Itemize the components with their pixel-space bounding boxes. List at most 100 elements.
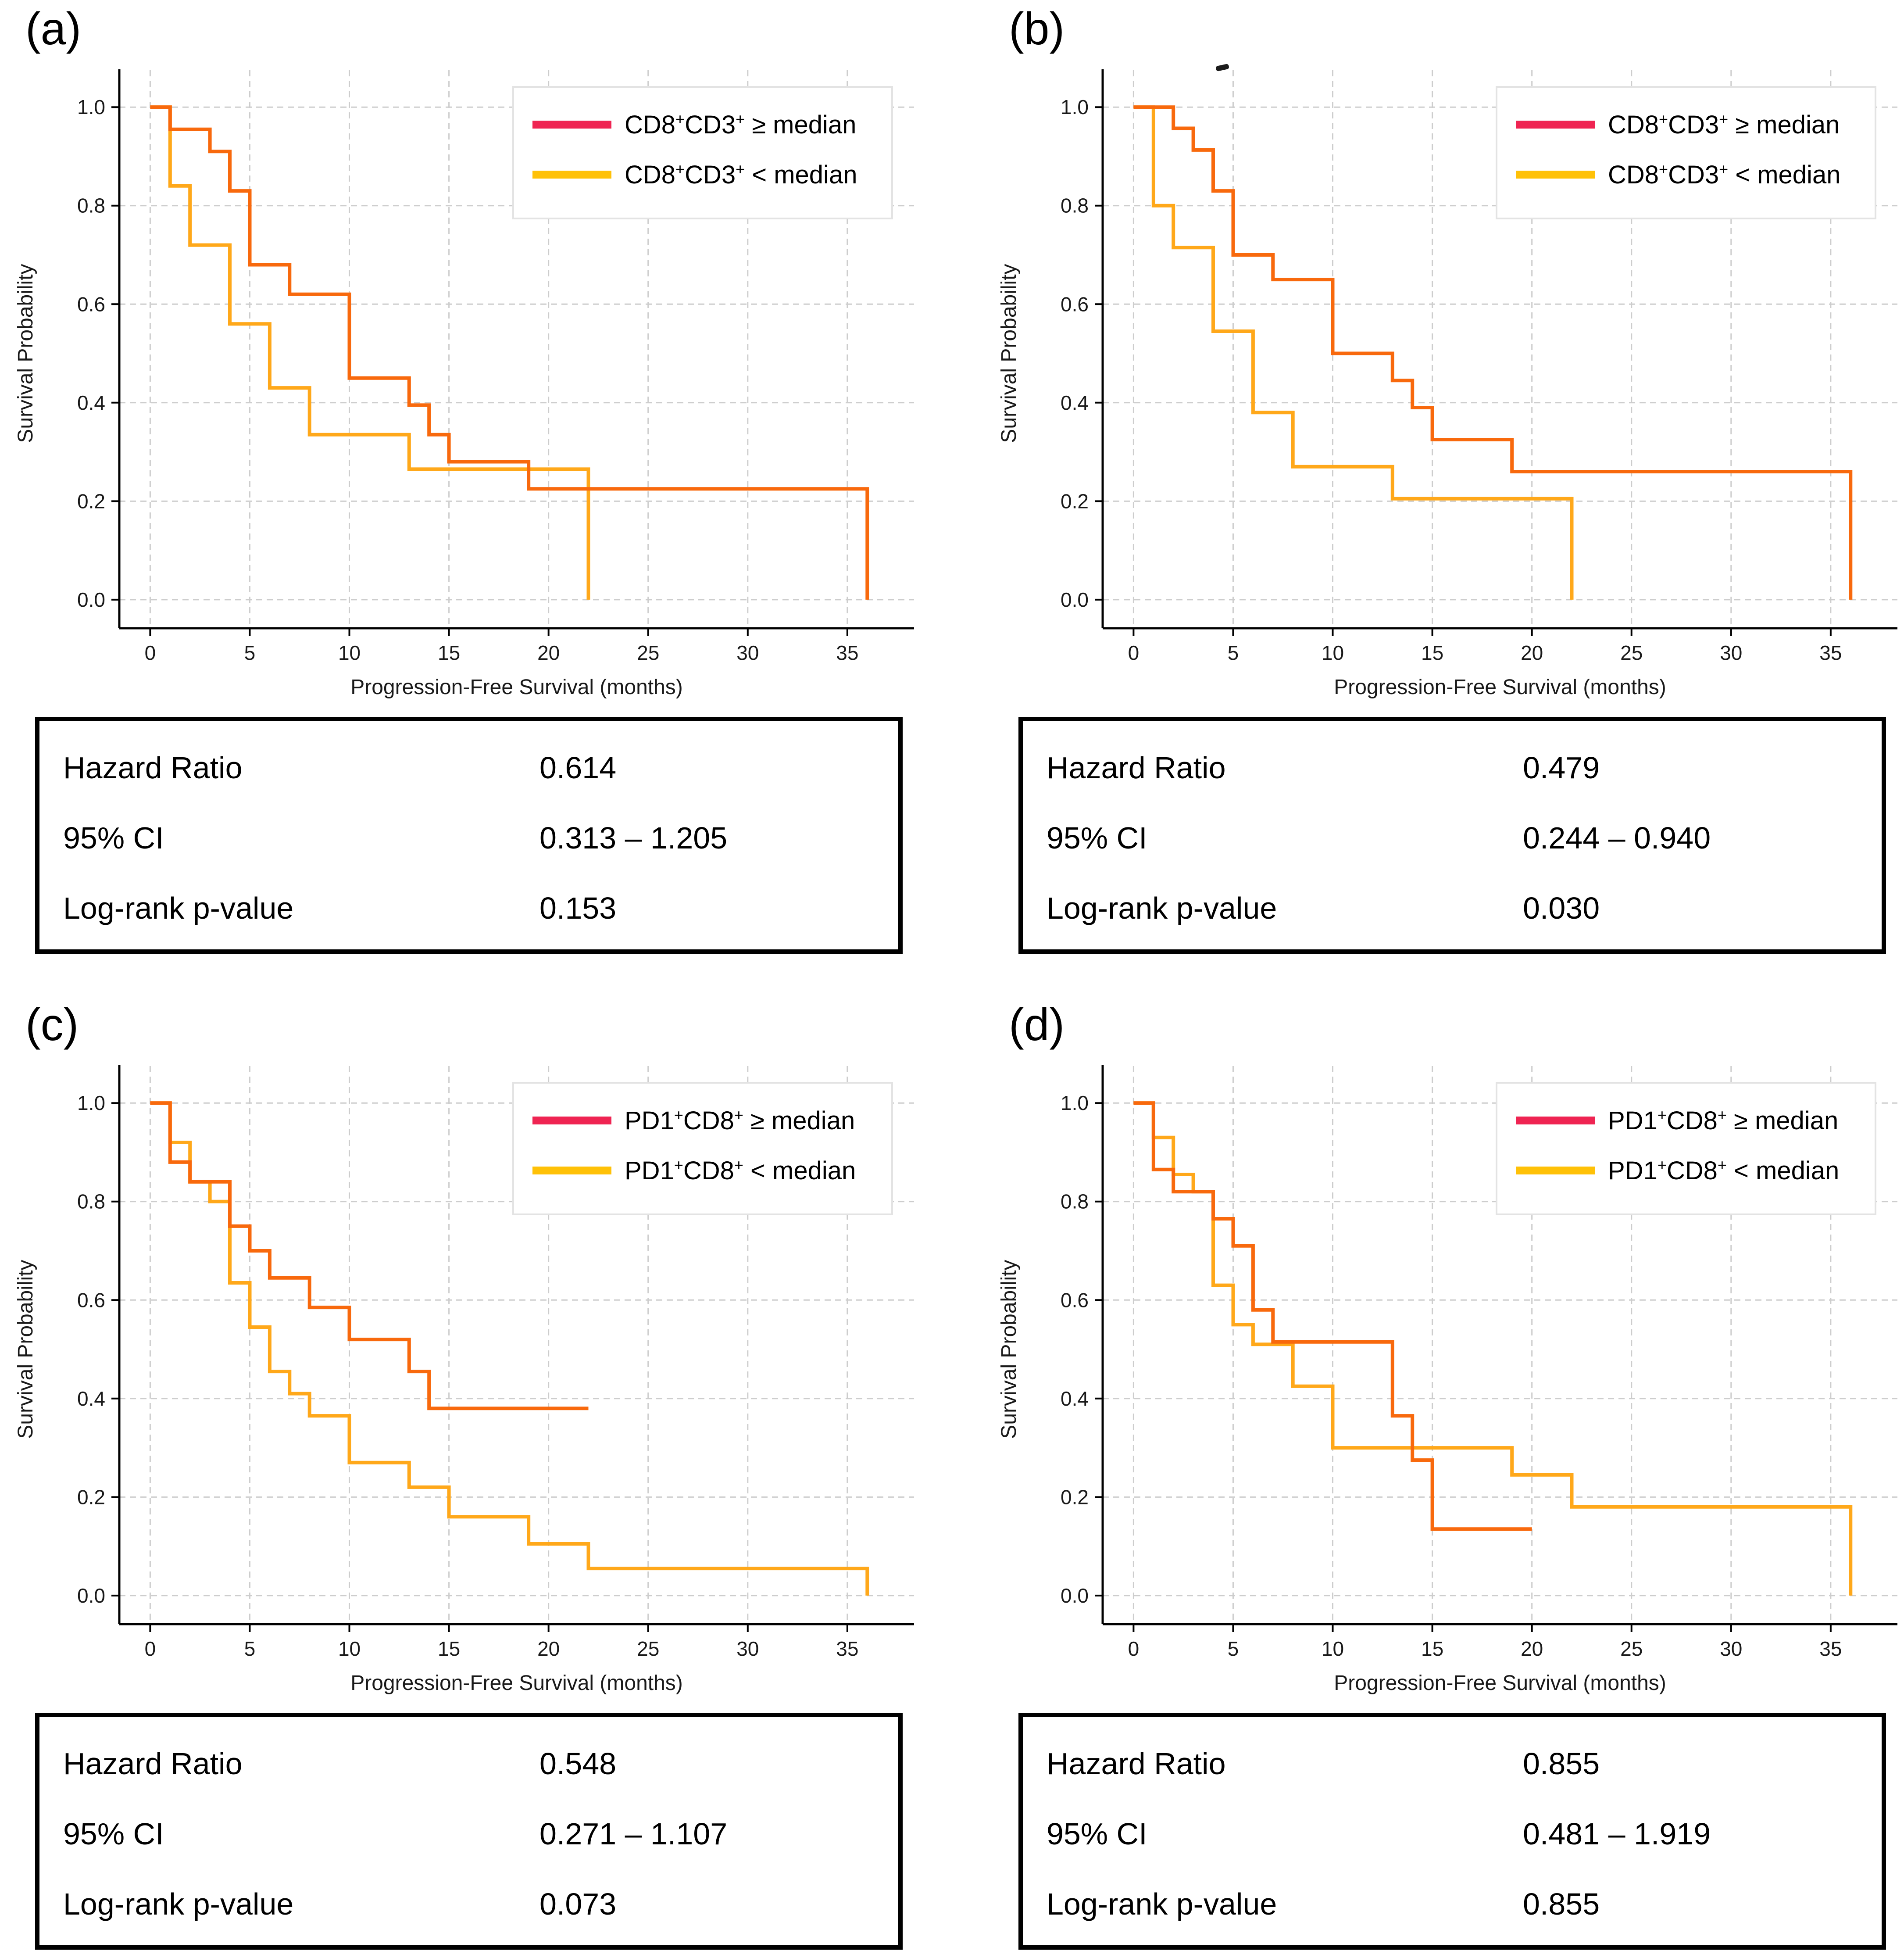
y-tick-label: 0.2 bbox=[1061, 490, 1089, 512]
stat-label: Hazard Ratio bbox=[1047, 1747, 1226, 1781]
x-tick-label: 25 bbox=[1620, 641, 1643, 664]
y-tick-label: 0.4 bbox=[77, 1387, 105, 1410]
stat-value: 0.030 bbox=[1523, 891, 1600, 925]
panel-label-d: (d) bbox=[1009, 999, 1065, 1050]
stat-label: 95% CI bbox=[63, 1817, 164, 1851]
stats-row: 95% CI 0.481 – 1.919 bbox=[1023, 1799, 1882, 1869]
y-axis-label: Survival Probability bbox=[997, 1260, 1021, 1439]
x-tick-label: 35 bbox=[836, 641, 858, 664]
x-tick-label: 15 bbox=[1421, 1637, 1443, 1660]
stat-value: 0.244 – 0.940 bbox=[1523, 821, 1711, 855]
y-tick-label: 0.4 bbox=[1061, 1387, 1089, 1410]
stats-row: Hazard Ratio 0.855 bbox=[1023, 1729, 1882, 1799]
y-tick-label: 0.0 bbox=[1061, 588, 1089, 611]
x-tick-label: 25 bbox=[637, 1637, 659, 1660]
y-tick-label: 0.6 bbox=[77, 293, 105, 315]
x-tick-label: 0 bbox=[145, 1637, 156, 1660]
km-curve-ge_median bbox=[150, 1101, 589, 1410]
panel-label-a: (a) bbox=[25, 4, 82, 54]
y-tick-label: 0.4 bbox=[77, 391, 105, 414]
stat-label: Log-rank p-value bbox=[1047, 1887, 1277, 1921]
x-tick-label: 30 bbox=[736, 1637, 759, 1660]
stat-label: Hazard Ratio bbox=[63, 1747, 243, 1781]
km-curve-ge_median bbox=[1133, 105, 1853, 600]
y-tick-label: 0.6 bbox=[1061, 293, 1089, 315]
panel-d: (d) 0 5 10 15 20 25 30 35 0.0 0.2 0.4 0.6 0.8 1.0 Progr… bbox=[993, 999, 1904, 1951]
legend-box bbox=[512, 1082, 893, 1215]
y-tick-label: 0.0 bbox=[77, 588, 105, 611]
stat-value: 0.153 bbox=[539, 891, 617, 925]
km-chart-a: 0 5 10 15 20 25 30 35 0.0 0.2 0.4 0.6 0.8 1.0 Progress… bbox=[14, 69, 914, 699]
x-tick-label: 5 bbox=[244, 1637, 256, 1660]
y-tick-label: 1.0 bbox=[1061, 96, 1089, 118]
y-tick-label: 0.8 bbox=[77, 194, 105, 217]
x-tick-label: 5 bbox=[1228, 641, 1239, 664]
stat-label: Hazard Ratio bbox=[1047, 751, 1226, 785]
y-axis-label: Survival Probability bbox=[997, 264, 1021, 443]
stats-row: Log-rank p-value 0.073 bbox=[39, 1869, 898, 1939]
stats-table-d: Hazard Ratio 0.855 95% CI 0.481 – 1.919 Log-… bbox=[1018, 1713, 1886, 1950]
stat-label: 95% CI bbox=[1047, 1817, 1147, 1851]
x-tick-label: 25 bbox=[1620, 1637, 1643, 1660]
y-tick-label: 0.6 bbox=[1061, 1289, 1089, 1311]
y-tick-label: 0.4 bbox=[1061, 391, 1089, 414]
stat-label: Log-rank p-value bbox=[1047, 891, 1277, 925]
x-tick-label: 15 bbox=[438, 641, 460, 664]
y-tick-label: 0.2 bbox=[77, 1486, 105, 1508]
legend-label-lt_median: PD1+CD8+ < median bbox=[625, 1156, 856, 1185]
y-tick-label: 0.6 bbox=[77, 1289, 105, 1311]
x-axis-label: Progression-Free Survival (months) bbox=[1334, 1672, 1666, 1695]
x-tick-label: 35 bbox=[836, 1637, 858, 1660]
legend-label-lt_median: PD1+CD8+ < median bbox=[1608, 1156, 1839, 1185]
x-tick-label: 10 bbox=[338, 641, 361, 664]
x-tick-label: 30 bbox=[736, 641, 759, 664]
legend-label-lt_median: CD8+CD3+ < median bbox=[1608, 160, 1840, 189]
x-axis-label: Progression-Free Survival (months) bbox=[350, 1672, 683, 1695]
stat-value: 0.481 – 1.919 bbox=[1523, 1817, 1711, 1851]
stat-value: 0.479 bbox=[1523, 751, 1600, 785]
x-tick-label: 30 bbox=[1720, 641, 1742, 664]
x-tick-label: 35 bbox=[1819, 641, 1842, 664]
x-tick-label: 5 bbox=[1228, 1637, 1239, 1660]
km-chart-c: 0 5 10 15 20 25 30 35 0.0 0.2 0.4 0.6 0.8 1.0 Progress… bbox=[14, 1065, 914, 1695]
x-tick-label: 10 bbox=[1322, 641, 1344, 664]
y-axis-label: Survival Probability bbox=[14, 1260, 37, 1439]
y-tick-label: 0.0 bbox=[1061, 1584, 1089, 1607]
km-curve-lt_median bbox=[1133, 1101, 1853, 1596]
y-tick-label: 0.8 bbox=[1061, 194, 1089, 217]
stat-value: 0.614 bbox=[539, 751, 617, 785]
km-curve-ge_median bbox=[150, 105, 869, 600]
x-tick-label: 25 bbox=[637, 641, 659, 664]
stat-value: 0.073 bbox=[539, 1887, 617, 1921]
x-tick-label: 0 bbox=[145, 641, 156, 664]
stat-label: Hazard Ratio bbox=[63, 751, 243, 785]
stat-value: 0.855 bbox=[1523, 1887, 1600, 1921]
stat-value: 0.548 bbox=[539, 1747, 617, 1781]
x-tick-label: 5 bbox=[244, 641, 256, 664]
x-tick-label: 20 bbox=[537, 641, 560, 664]
km-curve-lt_median bbox=[1133, 105, 1574, 600]
x-tick-label: 20 bbox=[1521, 641, 1543, 664]
x-axis-label: Progression-Free Survival (months) bbox=[350, 676, 683, 699]
panel-label-c: (c) bbox=[25, 999, 79, 1050]
x-tick-label: 35 bbox=[1819, 1637, 1842, 1660]
stat-label: Log-rank p-value bbox=[63, 891, 294, 925]
stats-row: 95% CI 0.271 – 1.107 bbox=[39, 1799, 898, 1869]
x-tick-label: 0 bbox=[1128, 1637, 1140, 1660]
legend-label-ge_median: CD8+CD3+ ≥ median bbox=[625, 110, 856, 139]
legend-label-ge_median: CD8+CD3+ ≥ median bbox=[1608, 110, 1840, 139]
stats-row: 95% CI 0.244 – 0.940 bbox=[1023, 803, 1882, 873]
km-chart-b: 0 5 10 15 20 25 30 35 0.0 0.2 0.4 0.6 0.8 1.0 Progress… bbox=[997, 69, 1897, 699]
legend-box bbox=[512, 86, 893, 219]
stats-table-b: Hazard Ratio 0.479 95% CI 0.244 – 0.940 Log-… bbox=[1018, 717, 1886, 954]
stat-value: 0.271 – 1.107 bbox=[539, 1817, 728, 1851]
stat-value: 0.855 bbox=[1523, 1747, 1600, 1781]
y-tick-label: 1.0 bbox=[77, 1092, 105, 1114]
panel-a: (a) 0 5 10 15 20 25 30 35 0.0 0.2 0.4 0.6 0.8 1.0 Progr… bbox=[10, 3, 939, 955]
x-tick-label: 10 bbox=[338, 1637, 361, 1660]
stats-table-a: Hazard Ratio 0.614 95% CI 0.313 – 1.205 Log-… bbox=[35, 717, 903, 954]
y-tick-label: 0.8 bbox=[1061, 1190, 1089, 1213]
legend-box bbox=[1496, 1082, 1876, 1215]
y-tick-label: 0.2 bbox=[77, 490, 105, 512]
km-chart-d: 0 5 10 15 20 25 30 35 0.0 0.2 0.4 0.6 0.8 1.0 Progress… bbox=[997, 1065, 1897, 1695]
